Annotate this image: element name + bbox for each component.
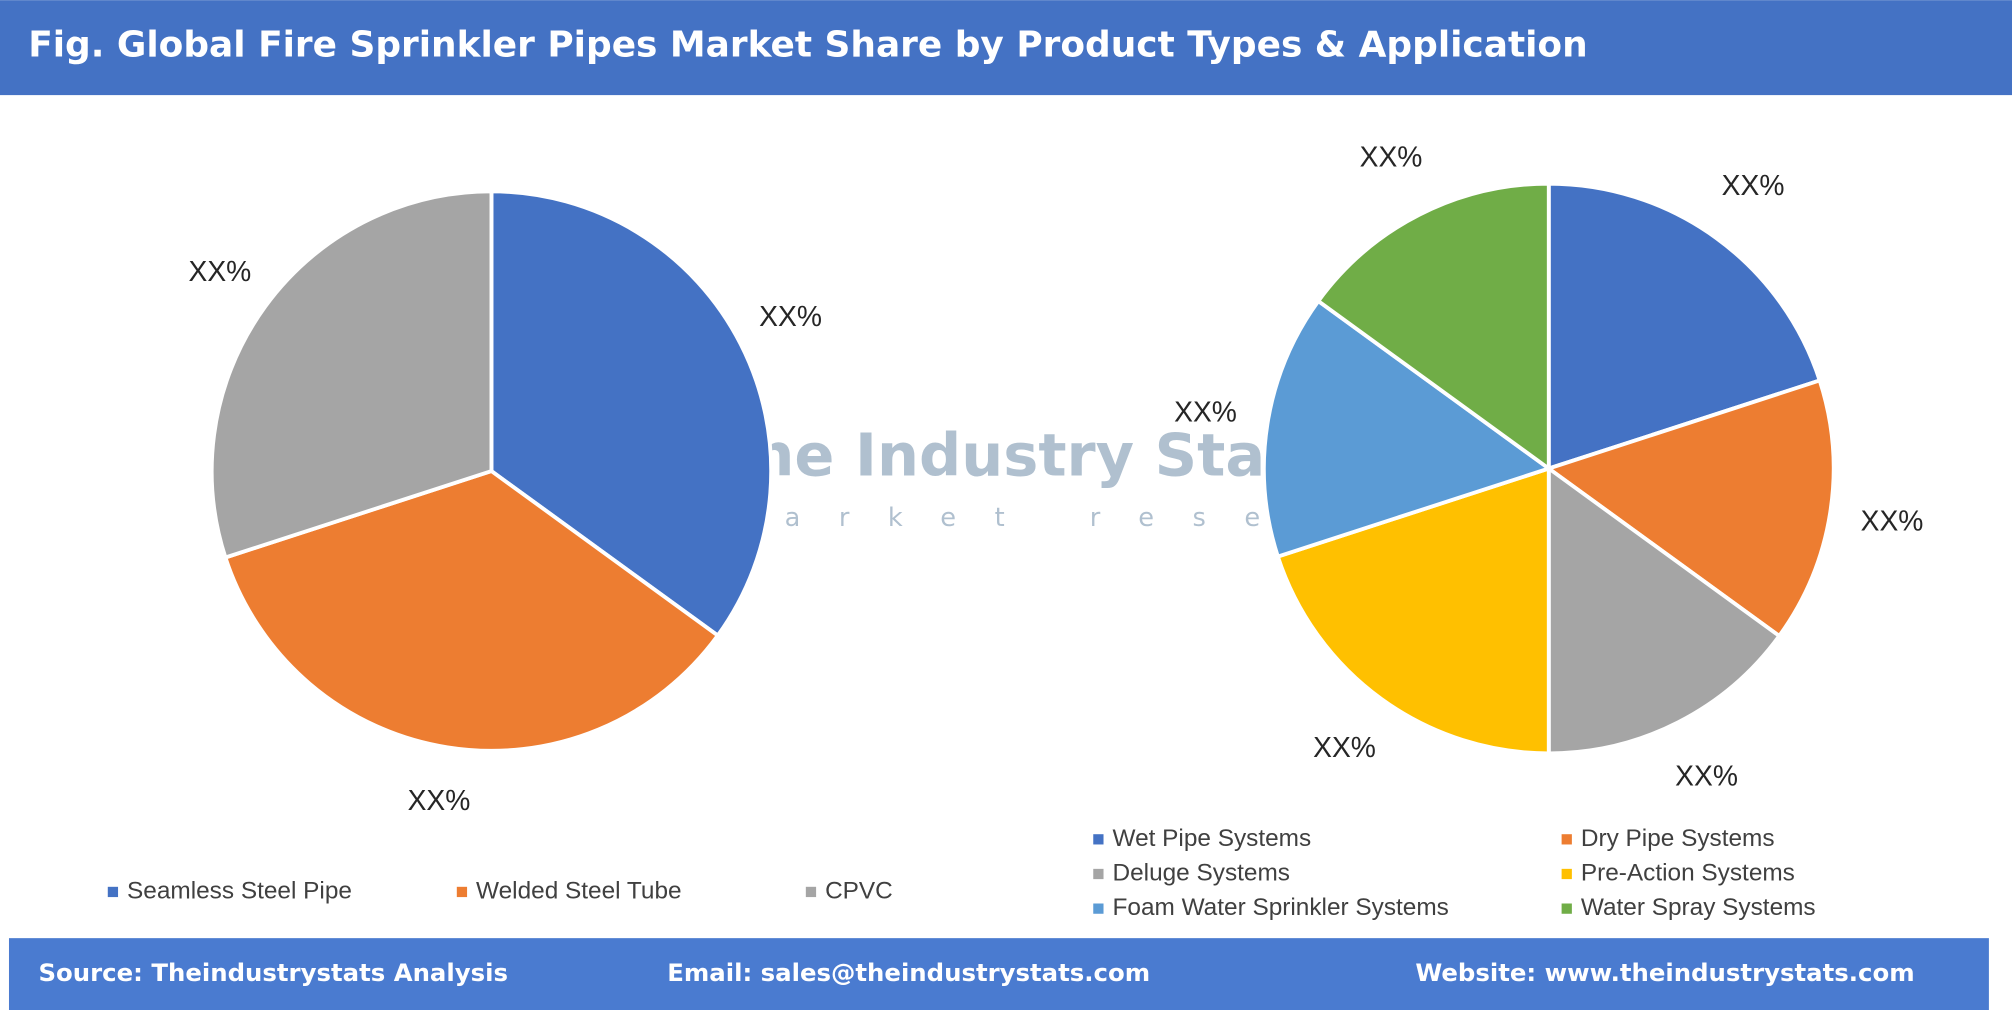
pie-slice [1262,298,1553,559]
legend-marker [1561,868,1572,880]
data-label: XX% [1722,169,1785,201]
charts: XX% Seamless Steel Pipe XX% Welded Steel Tu… [107,140,1924,921]
footer-website: Website: www.theindustrystats.com [1415,958,1914,987]
data-label: XX% [1174,396,1237,428]
legend-marker [456,886,468,898]
pie-slice [489,189,774,639]
legend-label: Welded Steel Tube [476,877,682,904]
pie-slice [1546,181,1823,472]
legend-marker [1093,903,1104,914]
legend-label: Deluge Systems [1113,859,1290,886]
data-label: XX% [1313,731,1376,763]
title: Fig. Global Fire Sprinkler Pipes Market … [28,24,1587,65]
legend-label: Foam Water Sprinkler Systems [1113,894,1449,921]
legend-label: Dry Pipe Systems [1581,825,1775,852]
legend-marker [1093,834,1104,845]
pie-slice [209,189,494,560]
data-label: XX% [408,784,471,816]
watermark-title: The Industry Stats [712,421,1328,490]
legend-label: CPVC [825,877,893,904]
legend-marker [1561,834,1572,845]
legend-marker [1561,903,1572,914]
footer-band [8,938,1989,1010]
footer-email: Email: sales@theindustrystats.com [667,958,1150,987]
data-label: XX% [189,255,252,287]
pie-slice [222,468,721,753]
data-label: XX% [1360,140,1423,172]
pie-slice [1544,378,1836,639]
header-band [0,0,2012,96]
footer-source: Source: Theindustrystats Analysis [38,958,508,987]
legend-label: Wet Pipe Systems [1113,825,1312,852]
legend-label: Water Spray Systems [1581,894,1816,921]
pie-slice [1546,464,1782,756]
legend-marker [107,886,119,898]
data-label: XX% [1675,760,1738,792]
legend-label: Pre-Action Systems [1581,859,1795,886]
pie-slice [1315,181,1551,473]
legend-marker [1093,868,1104,880]
legend-marker [805,886,817,898]
data-label: XX% [1861,504,1924,536]
legend-label: Seamless Steel Pipe [127,877,352,904]
data-label: XX% [759,300,822,332]
pie-slice [1275,465,1551,756]
